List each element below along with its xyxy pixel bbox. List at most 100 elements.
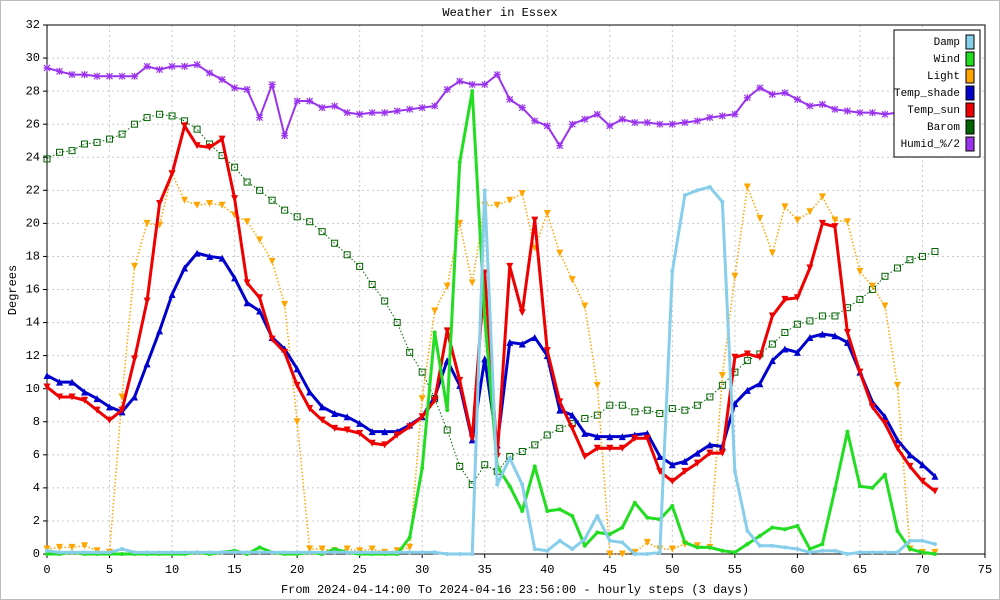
data-point — [156, 66, 164, 74]
data-point — [807, 547, 812, 552]
data-point — [306, 388, 314, 396]
data-point — [495, 482, 500, 487]
x-tick-label: 55 — [728, 563, 742, 577]
data-point — [443, 85, 451, 93]
data-point — [781, 203, 789, 211]
data-point — [843, 338, 851, 346]
data-point — [318, 104, 326, 112]
data-point — [343, 545, 351, 553]
data-point — [793, 95, 801, 103]
data-point — [243, 218, 251, 226]
data-point — [606, 444, 614, 452]
data-point — [531, 333, 539, 341]
data-point — [756, 353, 764, 361]
data-point — [57, 550, 62, 555]
data-point — [656, 467, 664, 475]
data-point — [356, 419, 364, 427]
data-point — [707, 185, 712, 190]
data-point — [507, 484, 512, 489]
data-point — [131, 72, 139, 80]
chart-title: Weather in Essex — [442, 6, 557, 20]
data-point — [770, 525, 775, 530]
data-point — [681, 467, 689, 475]
legend-label: Temp_shade — [894, 88, 960, 100]
data-point — [843, 218, 851, 226]
data-point — [431, 396, 439, 404]
data-point — [268, 335, 276, 343]
data-point — [293, 213, 301, 221]
data-point — [318, 228, 326, 236]
legend-swatch — [965, 34, 975, 50]
data-point — [131, 262, 139, 270]
data-point — [856, 267, 864, 275]
data-point — [131, 355, 139, 363]
data-point — [756, 214, 764, 222]
data-point — [356, 429, 364, 437]
data-point — [657, 550, 662, 555]
data-point — [206, 200, 214, 208]
data-point — [856, 368, 864, 376]
data-point — [43, 371, 51, 379]
data-point — [831, 216, 839, 224]
data-point — [356, 262, 364, 270]
data-point — [881, 302, 889, 310]
data-point — [768, 90, 776, 98]
data-point — [231, 195, 239, 203]
x-tick-label: 15 — [227, 563, 241, 577]
data-point — [156, 110, 164, 118]
y-tick-label: 28 — [26, 84, 40, 98]
data-point — [482, 188, 487, 193]
data-point — [45, 548, 49, 553]
data-point — [557, 538, 562, 543]
data-point — [256, 114, 264, 122]
data-point — [168, 62, 176, 70]
data-point — [95, 550, 100, 555]
data-point — [506, 338, 514, 346]
data-point — [706, 449, 714, 457]
data-point — [231, 163, 239, 171]
data-point — [918, 461, 926, 469]
data-point — [143, 62, 151, 70]
data-point — [581, 452, 589, 460]
data-point — [343, 413, 351, 421]
data-point — [818, 330, 826, 338]
data-point — [395, 550, 400, 555]
data-point — [118, 393, 126, 401]
data-point — [631, 408, 639, 416]
data-point — [68, 393, 76, 401]
data-point — [831, 105, 839, 113]
data-point — [681, 457, 689, 465]
legend-swatch — [965, 85, 975, 101]
data-point — [456, 376, 464, 384]
data-point — [707, 545, 712, 550]
data-point — [818, 193, 826, 201]
data-point — [643, 119, 651, 127]
data-point — [443, 426, 451, 434]
data-point — [68, 147, 76, 155]
data-point — [718, 381, 726, 389]
data-point — [743, 350, 751, 358]
legend-swatch — [965, 102, 975, 118]
data-point — [806, 102, 814, 110]
data-point — [432, 550, 437, 555]
data-point — [243, 85, 251, 93]
data-point — [645, 552, 650, 556]
data-point — [143, 360, 151, 368]
data-point — [920, 550, 925, 555]
data-point — [870, 485, 875, 490]
data-point — [393, 431, 401, 439]
data-point — [770, 543, 775, 548]
y-axis-label: Degrees — [6, 265, 20, 315]
data-point — [457, 160, 462, 165]
data-point — [843, 328, 851, 336]
data-point — [256, 294, 264, 302]
data-point — [507, 456, 512, 461]
data-point — [43, 155, 51, 163]
data-point — [831, 332, 839, 340]
data-point — [881, 419, 889, 427]
data-point — [232, 550, 237, 555]
y-tick-label: 2 — [33, 514, 40, 528]
data-point — [556, 142, 564, 150]
data-point — [920, 538, 925, 543]
data-point — [532, 464, 537, 469]
